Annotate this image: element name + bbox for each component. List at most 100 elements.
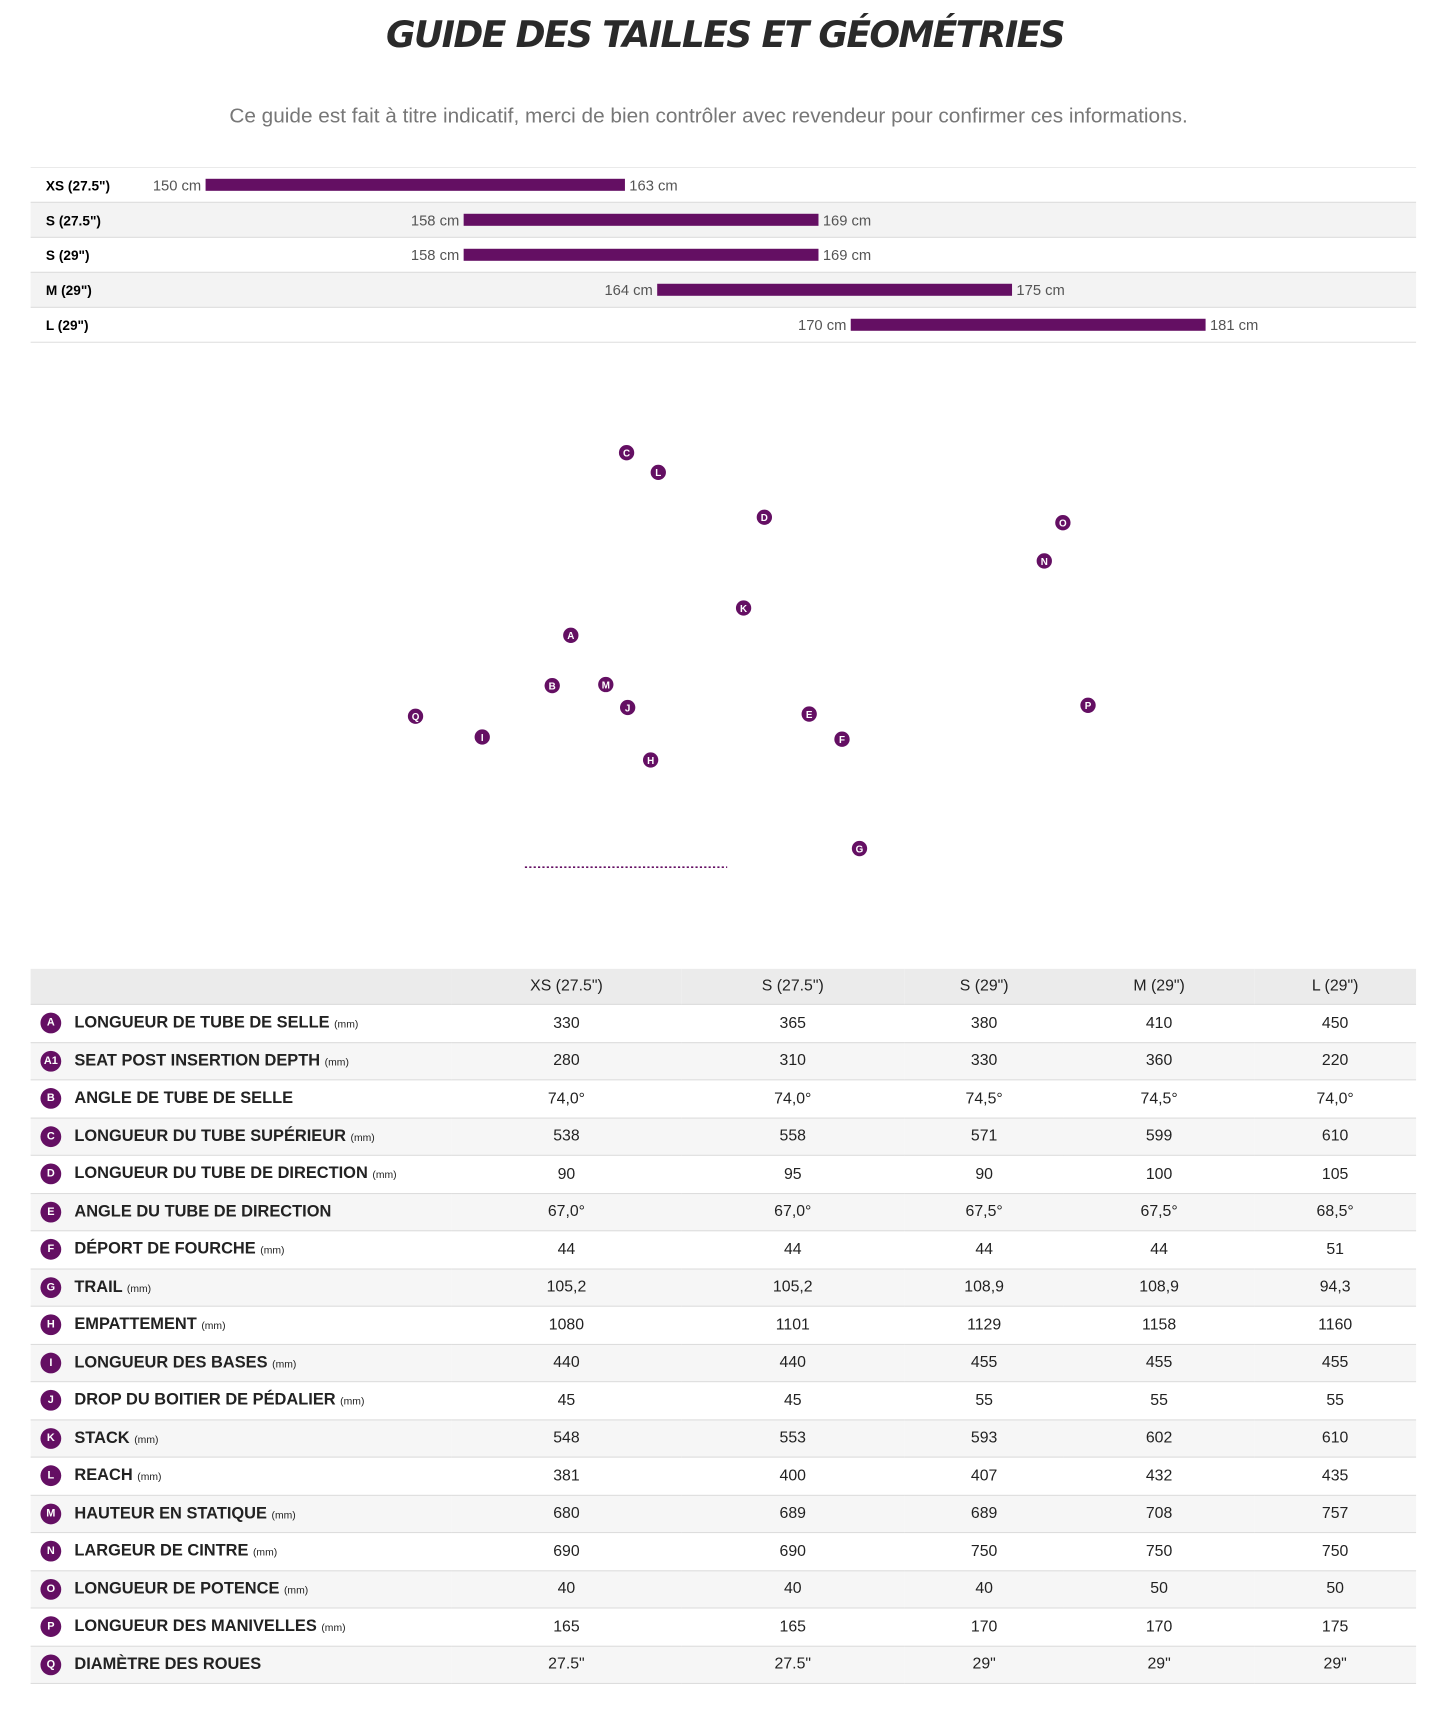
- row-label: P LONGUEUR DES MANIVELLES (mm): [30, 1607, 452, 1647]
- cell-value: 610: [1254, 1117, 1417, 1156]
- cell-value: 220: [1254, 1042, 1417, 1081]
- row-label: E ANGLE DU TUBE DE DIRECTION: [30, 1193, 452, 1232]
- cell-value: 105,2: [451, 1268, 682, 1307]
- range-high-label: 175 cm: [1016, 283, 1064, 299]
- cell-value: 553: [681, 1419, 905, 1458]
- cell-value: 599: [1063, 1117, 1255, 1156]
- cell-value: 455: [1254, 1343, 1417, 1383]
- cell-value: 690: [451, 1532, 682, 1571]
- cell-value: 108,9: [904, 1268, 1064, 1307]
- dimension-letter: F: [839, 735, 845, 746]
- cell-value: 440: [451, 1343, 682, 1383]
- row-key-badge: D: [40, 1163, 62, 1185]
- cell-value: 74,0°: [1254, 1079, 1417, 1119]
- row-key-badge: H: [40, 1314, 62, 1336]
- cell-value: 27.5": [451, 1645, 682, 1684]
- dimension-badge: [642, 752, 659, 768]
- row-label: O LONGUEUR DE POTENCE (mm): [30, 1570, 452, 1609]
- table-row: P LONGUEUR DES MANIVELLES (mm) 165 165 170 17…: [30, 1607, 1417, 1647]
- dimension-badge: [834, 731, 850, 747]
- cell-value: 690: [681, 1532, 905, 1571]
- row-key-badge: G: [40, 1276, 62, 1298]
- cell-value: 108,9: [1063, 1268, 1255, 1307]
- cell-value: 360: [1063, 1042, 1255, 1081]
- cell-value: 74,5°: [904, 1079, 1064, 1119]
- header-row: XS (27.5") S (27.5") S (29") M (29") L (29"): [30, 968, 1417, 1005]
- table-row: L REACH (mm) 381 400 407 432 435: [30, 1457, 1417, 1496]
- cell-value: 170: [904, 1607, 1064, 1647]
- page-title: GUIDE DES TAILLES ET GÉOMÉTRIES: [385, 13, 1066, 56]
- cell-value: 44: [904, 1230, 1064, 1269]
- dimension-badge: [735, 600, 752, 616]
- table-row: G TRAIL (mm) 105,2 105,2 108,9 108,9 94,3: [30, 1268, 1417, 1307]
- row-label: K STACK (mm): [30, 1419, 452, 1458]
- cell-value: 90: [904, 1155, 1064, 1194]
- size-label: S (29"): [46, 248, 90, 263]
- row-label: F DÉPORT DE FOURCHE (mm): [30, 1230, 452, 1269]
- dimension-letter: A: [567, 631, 574, 642]
- range-low-label: 150 cm: [153, 178, 201, 194]
- cell-value: 51: [1254, 1230, 1417, 1269]
- cell-value: 407: [904, 1457, 1064, 1496]
- range-high-label: 181 cm: [1210, 318, 1258, 334]
- cell-value: 95: [681, 1155, 905, 1194]
- row-key-badge: C: [40, 1126, 62, 1147]
- table-row: F DÉPORT DE FOURCHE (mm) 44 44 44 44 51: [30, 1230, 1417, 1269]
- dimension-letter: H: [647, 756, 654, 767]
- cell-value: 45: [681, 1381, 905, 1420]
- table-row: J DROP DU BOITIER DE PÉDALIER (mm) 45 45 55 5…: [30, 1381, 1417, 1420]
- table-row: D LONGUEUR DU TUBE DE DIRECTION (mm) 90 95 9…: [30, 1155, 1417, 1194]
- row-label: I LONGUEUR DES BASES (mm): [30, 1343, 452, 1383]
- row-label: B ANGLE DE TUBE DE SELLE: [30, 1079, 452, 1119]
- row-unit: (mm): [321, 1622, 346, 1635]
- dimension-letter: Q: [412, 712, 420, 723]
- cell-value: 365: [681, 1004, 905, 1043]
- dimension-letter: I: [481, 733, 484, 744]
- row-label: M HAUTEUR EN STATIQUE (mm): [30, 1494, 452, 1534]
- cell-value: 67,5°: [1063, 1193, 1255, 1232]
- geometry-diagram: C L D K A B M J Q E F I H G O N P: [407, 445, 1096, 868]
- cell-value: 67,5°: [904, 1193, 1064, 1232]
- row-name: LONGUEUR DU TUBE DE DIRECTION: [74, 1164, 368, 1183]
- cell-value: 170: [1063, 1607, 1255, 1647]
- cell-value: 165: [451, 1607, 682, 1647]
- row-key-badge: L: [40, 1465, 62, 1487]
- cell-value: 410: [1063, 1004, 1255, 1043]
- cell-value: 40: [451, 1570, 682, 1609]
- dimension-badge: [407, 708, 424, 724]
- dimension-letter: M: [602, 680, 610, 691]
- dimension-badge: [1055, 515, 1071, 531]
- row-name: LONGUEUR DE TUBE DE SELLE: [74, 1013, 330, 1032]
- cell-value: 680: [451, 1494, 682, 1534]
- row-key-badge: K: [40, 1427, 62, 1449]
- cell-value: 55: [1254, 1381, 1417, 1420]
- row-label: N LARGEUR DE CINTRE (mm): [30, 1532, 452, 1571]
- table-row: B ANGLE DE TUBE DE SELLE 74,0° 74,0° 74,5° 74…: [30, 1079, 1417, 1119]
- row-name: EMPATTEMENT: [74, 1315, 197, 1334]
- cell-value: 455: [904, 1343, 1064, 1383]
- cell-value: 310: [681, 1042, 905, 1081]
- range-high-label: 169 cm: [823, 248, 871, 264]
- dimension-badge: [801, 706, 817, 722]
- row-unit: (mm): [201, 1320, 226, 1333]
- row-unit: (mm): [272, 1358, 297, 1371]
- cell-value: 68,5°: [1254, 1193, 1417, 1232]
- row-unit: (mm): [372, 1169, 397, 1182]
- cell-value: 1129: [904, 1306, 1064, 1345]
- dimension-letter: O: [1059, 519, 1067, 530]
- dimension-badge: [474, 729, 490, 745]
- row-name: ANGLE DU TUBE DE DIRECTION: [74, 1201, 332, 1221]
- cell-value: 1160: [1254, 1306, 1417, 1345]
- cell-value: 100: [1063, 1155, 1255, 1194]
- row-name: REACH: [74, 1466, 133, 1485]
- size-range-bar: [463, 213, 819, 226]
- cell-value: 558: [681, 1117, 905, 1156]
- row-key-badge: P: [40, 1616, 62, 1638]
- cell-value: 708: [1063, 1494, 1255, 1534]
- cell-value: 330: [451, 1004, 682, 1043]
- cell-value: 67,0°: [681, 1193, 905, 1232]
- geometry-table: XS (27.5") S (27.5") S (29") M (29") L (29")…: [30, 968, 1417, 1684]
- cell-value: 29": [904, 1645, 1064, 1684]
- table-row: A LONGUEUR DE TUBE DE SELLE (mm) 330 365 380…: [30, 1004, 1417, 1043]
